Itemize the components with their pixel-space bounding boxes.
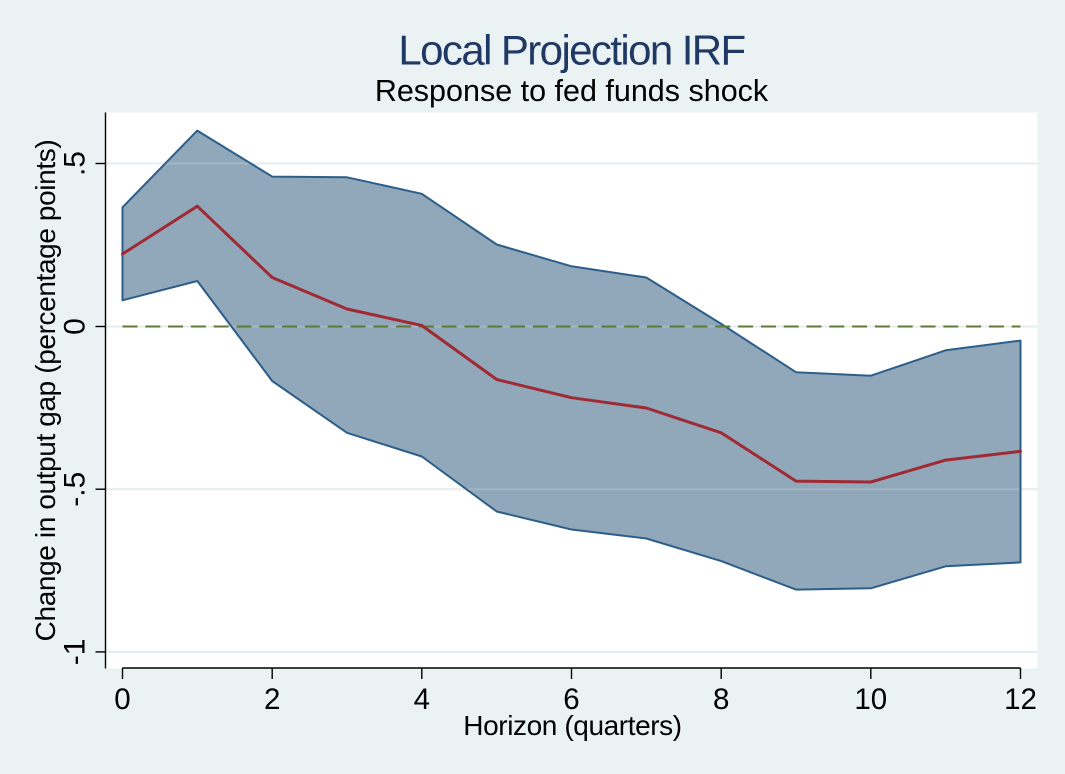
svg-text:0: 0: [59, 318, 92, 335]
svg-text:0: 0: [114, 683, 130, 716]
svg-text:Horizon (quarters): Horizon (quarters): [463, 710, 681, 741]
svg-text:12: 12: [1004, 683, 1037, 716]
svg-text:4: 4: [414, 683, 430, 716]
svg-text:Change in output gap (percenta: Change in output gap (percentage points): [30, 140, 61, 642]
svg-text:.5: .5: [59, 151, 92, 176]
svg-text:-1: -1: [59, 639, 92, 666]
svg-text:6: 6: [563, 683, 579, 716]
svg-text:2: 2: [264, 683, 280, 716]
svg-text:10: 10: [854, 683, 887, 716]
svg-text:Response to fed funds shock: Response to fed funds shock: [375, 74, 769, 108]
svg-text:8: 8: [713, 683, 729, 716]
svg-text:-.5: -.5: [59, 472, 92, 507]
svg-text:Local Projection IRF: Local Projection IRF: [398, 27, 744, 74]
